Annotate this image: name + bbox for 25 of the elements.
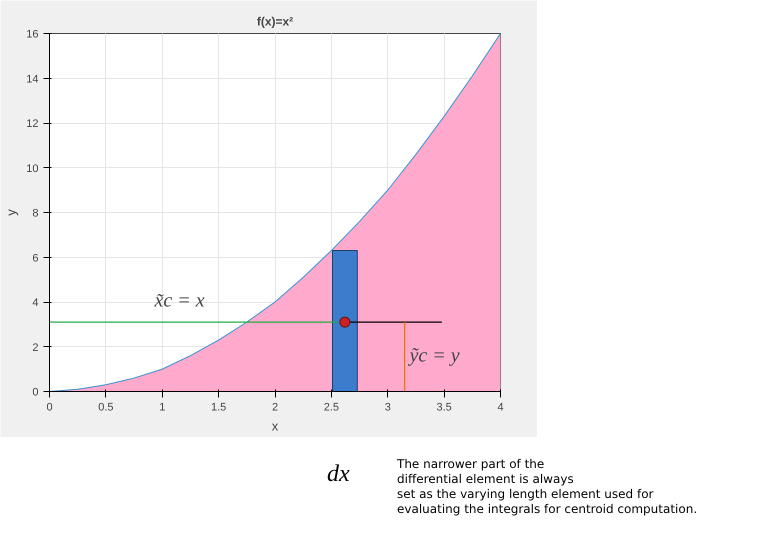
x-tick-label: 0.5 — [98, 402, 114, 414]
annotation: ỹc = y — [408, 344, 460, 366]
y-tick-label: 16 — [26, 28, 39, 40]
y-tick-label: 8 — [32, 208, 39, 220]
chart-title: f(x)=x² — [256, 14, 294, 28]
text: dx — [327, 460, 350, 489]
annotation: x̃c = x — [154, 290, 205, 312]
y-tick-label: 0 — [32, 386, 39, 398]
x-tick-label: 1 — [159, 402, 166, 414]
x-tick-label: 2 — [272, 402, 278, 414]
x-tick-label: 2.5 — [324, 402, 340, 414]
y-tick-label: 12 — [26, 118, 39, 130]
y-tick-label: 6 — [32, 252, 39, 264]
x-tick-label: 3.5 — [436, 402, 452, 414]
y-tick-label: 2 — [32, 342, 39, 354]
text: The narrower part of the differential element is always set as the varying length element used for evaluating the integrals for centroid computation. — [397, 457, 698, 517]
x-tick-label: 0 — [46, 402, 53, 414]
x-tick-label: 1.5 — [210, 402, 226, 414]
y-tick-label: 14 — [26, 73, 39, 86]
x-tick-label: 4 — [497, 402, 504, 414]
x-axis-title: x — [272, 418, 279, 434]
y-axis-title: y — [3, 208, 18, 216]
y-tick-label: 10 — [26, 162, 39, 175]
y-tick-label: 4 — [32, 297, 39, 309]
x-tick-label: 3 — [384, 402, 391, 414]
